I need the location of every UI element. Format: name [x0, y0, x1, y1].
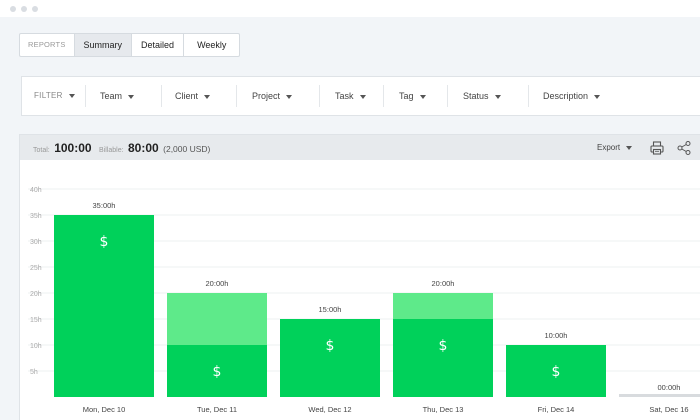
filter-divider	[383, 85, 384, 107]
bar-billable	[167, 345, 267, 397]
filter-project[interactable]: Project	[252, 77, 293, 115]
billable-value: 80:00	[127, 141, 159, 155]
export-label: Export	[597, 143, 621, 152]
dollar-icon: $	[213, 364, 222, 380]
bar-non-billable	[167, 293, 267, 345]
dollar-icon: $	[439, 338, 448, 354]
filter-client[interactable]: Client	[175, 77, 211, 115]
y-tick-label: 20h	[30, 291, 42, 298]
bar-data-label: 20:00h	[206, 279, 229, 288]
chevron-down-icon	[286, 94, 293, 99]
filter-bar: FILTER Team Client Project Task Tag Stat…	[21, 76, 700, 116]
total-summary: Total: 100:00 Billable: 80:00 (2,000 USD…	[33, 135, 210, 160]
x-tick-label: Fri, Dec 14	[538, 405, 575, 414]
share-icon[interactable]	[676, 140, 692, 156]
bar-data-label: 10:00h	[545, 331, 568, 340]
bar-billable	[280, 319, 380, 397]
filter-label: FILTER	[34, 91, 63, 100]
export-button[interactable]: Export	[597, 135, 633, 160]
filter-divider	[319, 85, 320, 107]
tab-detailed[interactable]: Detailed	[131, 34, 183, 56]
window-minimize-dot[interactable]	[21, 6, 27, 12]
filter-divider	[85, 85, 86, 107]
filter-dropdown[interactable]: FILTER	[34, 77, 75, 115]
filter-divider	[447, 85, 448, 107]
filter-task[interactable]: Task	[335, 77, 366, 115]
total-value: 100:00	[54, 141, 92, 155]
totals-bar: Total: 100:00 Billable: 80:00 (2,000 USD…	[20, 135, 700, 160]
bar-billable	[54, 215, 154, 397]
chevron-down-icon	[128, 94, 135, 99]
daily-hours-chart: 5h 10h 15h 20h 25h 30h 35h 40h $35:00h Mon, Dec 1…	[28, 187, 700, 414]
filter-description[interactable]: Description	[543, 77, 601, 115]
bar-data-label: 35:00h	[93, 201, 116, 210]
report-tabs: REPORTS Summary Detailed Weekly	[19, 33, 241, 57]
window-close-dot[interactable]	[10, 6, 16, 12]
reports-label: REPORTS	[28, 40, 66, 49]
filter-divider	[528, 85, 529, 107]
bar-data-label: 00:00h	[658, 383, 681, 392]
bar-billable	[393, 319, 493, 397]
x-tick-label: Tue, Dec 11	[197, 405, 237, 414]
bar-data-label: 20:00h	[432, 279, 455, 288]
filter-divider	[161, 85, 162, 107]
report-panel: Total: 100:00 Billable: 80:00 (2,000 USD…	[19, 134, 700, 420]
tab-summary[interactable]: Summary	[73, 34, 132, 56]
filter-tag-label: Tag	[399, 91, 414, 101]
x-tick-label: Mon, Dec 10	[83, 405, 126, 414]
chevron-down-icon	[68, 93, 75, 98]
window-zoom-dot[interactable]	[32, 6, 38, 12]
bar-non-billable	[393, 293, 493, 319]
filter-project-label: Project	[252, 91, 281, 101]
dollar-icon: $	[326, 338, 335, 354]
filter-team-label: Team	[100, 91, 123, 101]
y-tick-label: 15h	[30, 317, 42, 324]
billable-label: Billable:	[99, 147, 124, 154]
y-tick-label: 40h	[30, 187, 42, 194]
chevron-down-icon	[419, 94, 426, 99]
y-tick-label: 25h	[30, 265, 42, 272]
printer-icon[interactable]	[649, 140, 665, 156]
filter-team[interactable]: Team	[100, 77, 135, 115]
filter-status-label: Status	[463, 91, 489, 101]
bar-data-label: 15:00h	[319, 305, 342, 314]
dollar-icon: $	[552, 364, 561, 380]
y-tick-label: 30h	[30, 239, 42, 246]
filter-description-label: Description	[543, 91, 589, 101]
chevron-down-icon	[626, 145, 633, 150]
y-tick-label: 35h	[30, 213, 42, 220]
x-tick-label: Thu, Dec 13	[423, 405, 464, 414]
tab-weekly[interactable]: Weekly	[183, 34, 239, 56]
y-tick-label: 10h	[30, 343, 42, 350]
bar-empty	[619, 394, 700, 397]
dollar-icon: $	[100, 234, 109, 250]
bar-billable	[506, 345, 606, 397]
filter-divider	[236, 85, 237, 107]
y-tick-label: 5h	[30, 369, 38, 376]
chevron-down-icon	[594, 94, 601, 99]
chevron-down-icon	[494, 94, 501, 99]
filter-tag[interactable]: Tag	[399, 77, 426, 115]
billable-amount: (2,000 USD)	[163, 144, 211, 154]
x-tick-label: Sat, Dec 16	[649, 405, 688, 414]
x-tick-label: Wed, Dec 12	[308, 405, 351, 414]
filter-status[interactable]: Status	[463, 77, 501, 115]
chevron-down-icon	[359, 94, 366, 99]
filter-client-label: Client	[175, 91, 199, 101]
filter-task-label: Task	[335, 91, 354, 101]
window-titlebar	[0, 0, 700, 17]
chevron-down-icon	[204, 94, 211, 99]
total-label: Total:	[33, 147, 50, 154]
